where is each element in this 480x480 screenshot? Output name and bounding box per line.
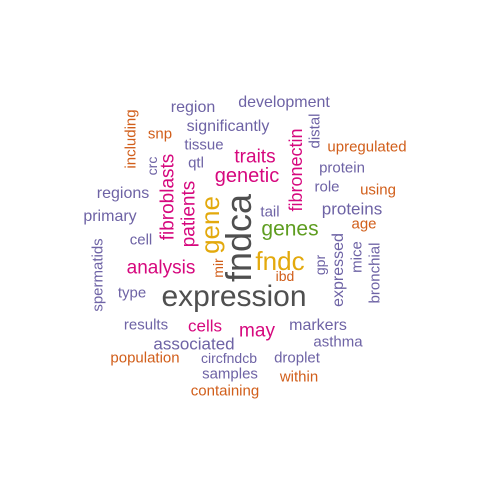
- word-role: role: [314, 178, 340, 196]
- word-genetic: genetic: [214, 165, 280, 187]
- word-ibd: ibd: [275, 268, 295, 284]
- word-regions: regions: [96, 185, 150, 202]
- word-fndc: fndc: [255, 246, 305, 276]
- word-expression: expression: [161, 280, 307, 313]
- word-upregulated: upregulated: [327, 138, 407, 156]
- word-gpr: gpr: [312, 254, 328, 276]
- word-crc: crc: [144, 156, 160, 176]
- word-containing: containing: [190, 382, 260, 400]
- word-protein: protein: [319, 159, 365, 177]
- word-mice: mice: [348, 241, 366, 273]
- word-associated: associated: [153, 334, 235, 354]
- word-traits: traits: [234, 146, 276, 168]
- word-bronchial: bronchial: [366, 242, 384, 304]
- word-results: results: [123, 316, 169, 334]
- word-type: type: [117, 284, 147, 302]
- word-analysis: analysis: [126, 257, 196, 279]
- word-fndca: fndca: [218, 193, 259, 283]
- word-population: population: [110, 349, 180, 367]
- word-proteins: proteins: [321, 199, 383, 219]
- word-cell: cell: [129, 231, 153, 249]
- word-within: within: [279, 368, 319, 386]
- word-using: using: [360, 181, 396, 199]
- word-circfndcb: circfndcb: [200, 350, 258, 366]
- word-mir: mir: [210, 258, 226, 278]
- word-significantly: significantly: [186, 118, 270, 135]
- word-genes: genes: [261, 217, 319, 241]
- word-region: region: [170, 99, 216, 116]
- word-cells: cells: [187, 316, 223, 336]
- word-development: development: [238, 94, 330, 111]
- word-spermatids: spermatids: [89, 238, 107, 312]
- word-patients: patients: [178, 180, 200, 248]
- word-markers: markers: [289, 317, 347, 334]
- word-may: may: [239, 320, 275, 342]
- word-droplet: droplet: [274, 349, 320, 367]
- word-snp: snp: [147, 125, 173, 143]
- word-tissue: tissue: [184, 136, 224, 154]
- word-age: age: [351, 215, 377, 233]
- word-including: including: [122, 109, 140, 169]
- word-asthma: asthma: [313, 333, 363, 351]
- word-tail: tail: [260, 203, 280, 221]
- word-fibroblasts: fibroblasts: [157, 153, 179, 241]
- word-samples: samples: [202, 365, 258, 383]
- word-expressed: expressed: [330, 233, 347, 307]
- word-gene: gene: [195, 196, 225, 254]
- word-fibronectin: fibronectin: [286, 128, 306, 212]
- word-distal: distal: [306, 113, 324, 149]
- word-primary: primary: [83, 208, 137, 225]
- word-qtl: qtl: [188, 154, 204, 172]
